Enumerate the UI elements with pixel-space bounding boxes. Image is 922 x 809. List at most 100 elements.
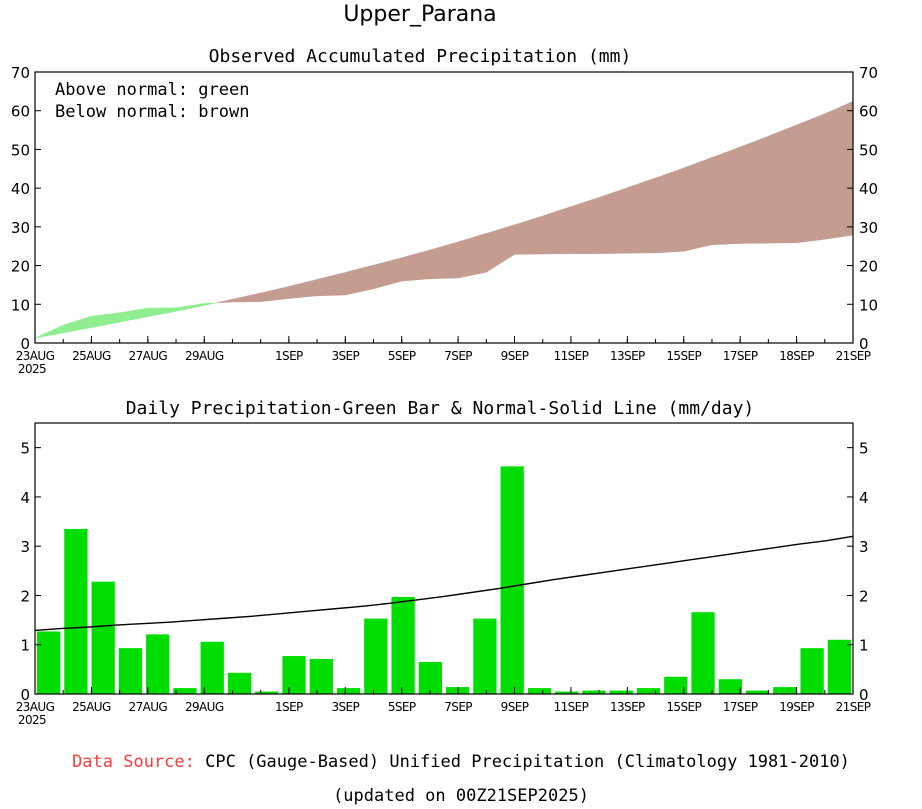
daily-precip-bar	[146, 634, 170, 694]
daily-precip-bar	[200, 641, 224, 694]
below-normal-area	[232, 292, 261, 303]
accum-xtick-label: 21SEP	[836, 349, 871, 363]
daily-ytick-left-label: 0	[20, 686, 30, 704]
below-normal-area	[373, 257, 402, 290]
daily-plot-frame	[34, 422, 854, 695]
daily-precip-bar	[800, 648, 824, 694]
accum-xtick-label: 11SEP	[554, 349, 589, 363]
above-normal-area	[34, 324, 64, 339]
below-normal-area	[711, 146, 741, 245]
daily-precip-bar	[37, 631, 61, 694]
legend-above-normal: Above normal: green	[55, 80, 249, 100]
daily-xtick-label: 11SEP	[554, 700, 589, 714]
below-normal-area	[655, 167, 685, 254]
daily-precip-bar	[527, 688, 552, 694]
below-normal-area	[824, 100, 854, 240]
legend-below-normal: Below normal: brown	[55, 102, 249, 122]
accum-ytick-right-label: 30	[859, 219, 878, 237]
accum-xtick-label: 27AUG	[129, 349, 168, 363]
below-normal-area	[215, 298, 233, 304]
daily-ytick-right-label: 1	[859, 637, 869, 655]
daily-precip-bar	[64, 528, 88, 694]
daily-precip-bar	[418, 661, 442, 694]
daily-precip-bar	[91, 581, 115, 694]
daily-year-label: 2025	[18, 713, 46, 727]
daily-precip-bar	[336, 688, 361, 694]
daily-precip-bar	[118, 648, 143, 694]
accum-ytick-left-label: 40	[11, 180, 30, 198]
daily-xtick-label: 23AUG	[16, 700, 55, 714]
daily-xtick-label: 3SEP	[331, 700, 359, 714]
accum-year-label: 2025	[18, 362, 46, 376]
daily-precip-bar	[664, 676, 688, 694]
daily-precip-bar	[555, 691, 579, 694]
daily-precip-bar	[309, 659, 333, 694]
daily-precip-bar	[636, 688, 661, 694]
daily-xtick-label: 17SEP	[723, 700, 758, 714]
daily-ytick-left-label: 4	[20, 489, 30, 507]
daily-chart-title: Daily Precipitation-Green Bar & Normal-S…	[126, 398, 755, 419]
daily-xtick-label: 25AUG	[72, 700, 111, 714]
daily-xtick-label: 21SEP	[836, 700, 871, 714]
below-normal-area	[514, 215, 544, 255]
daily-xtick-label: 5SEP	[388, 700, 416, 714]
daily-ytick-right-label: 3	[859, 538, 869, 556]
below-normal-area	[429, 241, 459, 280]
below-normal-area	[401, 249, 431, 282]
accum-ytick-right-label: 60	[859, 103, 878, 121]
accum-ytick-left-label: 50	[11, 141, 30, 159]
daily-xtick-label: 9SEP	[501, 700, 529, 714]
daily-xtick-label: 15SEP	[666, 700, 701, 714]
accum-ytick-right-label: 40	[859, 180, 878, 198]
accum-ytick-left-label: 30	[11, 219, 30, 237]
daily-ytick-left-label: 3	[20, 538, 30, 556]
daily-precip-bar	[827, 639, 851, 694]
accum-xtick-label: 25AUG	[72, 349, 111, 363]
daily-xtick-label: 29AUG	[185, 700, 224, 714]
daily-precip-bar	[691, 612, 715, 694]
daily-precip-bar	[718, 679, 742, 694]
updated-note: (updated on 00Z21SEP2025)	[333, 786, 589, 806]
above-normal-area	[147, 307, 177, 318]
above-normal-area	[203, 302, 217, 306]
accum-ytick-left-label: 70	[11, 64, 30, 82]
daily-xtick-label: 19SEP	[779, 700, 814, 714]
data-source-text: CPC (Gauge-Based) Unified Precipitation …	[194, 752, 850, 772]
daily-ytick-right-label: 0	[859, 686, 869, 704]
accum-xtick-label: 13SEP	[610, 349, 645, 363]
accum-xtick-label: 5SEP	[388, 349, 416, 363]
daily-ytick-left-label: 1	[20, 637, 30, 655]
below-normal-area	[739, 135, 769, 244]
accum-ytick-right-label: 70	[859, 64, 878, 82]
daily-ytick-left-label: 2	[20, 587, 30, 605]
main-title: Upper_Parana	[343, 2, 496, 27]
daily-precip-bar	[364, 618, 388, 694]
below-normal-area	[768, 124, 797, 244]
accum-ytick-left-label: 0	[20, 335, 30, 353]
below-normal-area	[542, 206, 572, 255]
below-normal-area	[598, 187, 628, 254]
daily-xtick-label: 27AUG	[129, 700, 168, 714]
accum-xtick-label: 29AUG	[185, 349, 224, 363]
accum-ytick-right-label: 20	[859, 258, 878, 276]
daily-precip-bar	[282, 656, 306, 694]
accum-plot-frame	[34, 71, 854, 344]
daily-ytick-left-label: 5	[20, 440, 30, 458]
accum-xtick-label: 15SEP	[666, 349, 701, 363]
daily-xtick-label: 1SEP	[275, 700, 303, 714]
accum-ytick-left-label: 10	[11, 296, 30, 314]
accum-xtick-label: 1SEP	[275, 349, 303, 363]
daily-ytick-right-label: 5	[859, 440, 869, 458]
daily-ytick-right-label: 4	[859, 489, 869, 507]
daily-precip-bar	[255, 691, 279, 694]
above-normal-area	[62, 315, 92, 334]
accum-xtick-label: 23AUG	[16, 349, 55, 363]
accum-ytick-left-label: 60	[11, 103, 30, 121]
below-normal-area	[486, 224, 515, 273]
normal-precip-line	[34, 535, 854, 632]
daily-precip-bar	[227, 672, 252, 694]
below-normal-area	[570, 197, 600, 254]
daily-precip-bar	[173, 688, 197, 694]
above-normal-area	[91, 312, 120, 328]
